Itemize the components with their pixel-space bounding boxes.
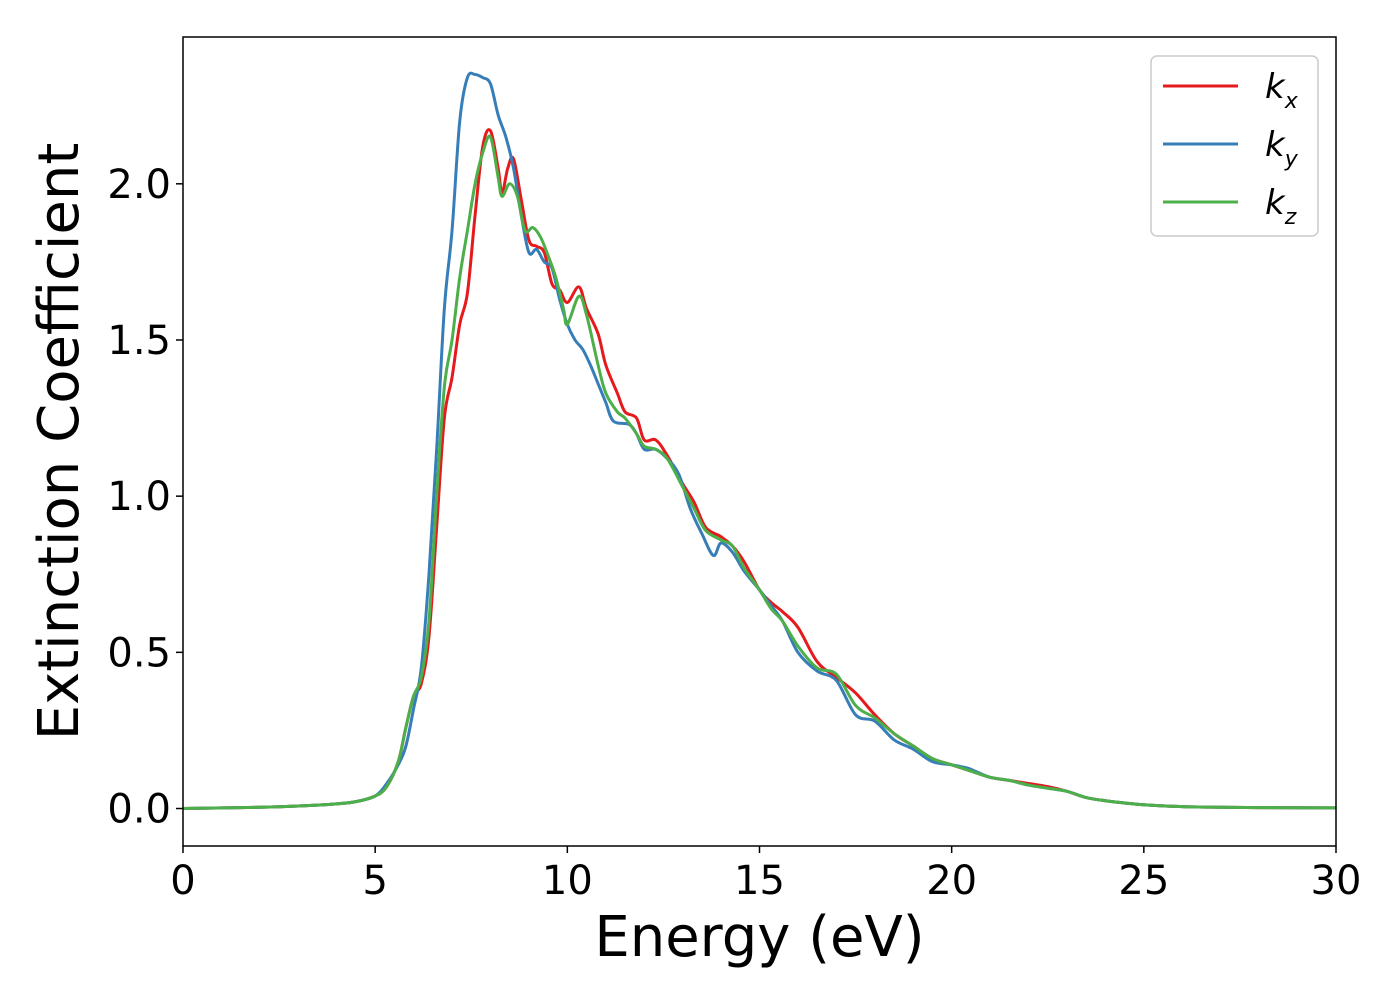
legend-label-subscript: z [1284,205,1297,230]
x-tick-label: 0 [170,858,195,904]
x-tick-label: 15 [734,858,785,904]
legend-box [1150,55,1319,237]
y-tick-label: 0.0 [107,787,171,833]
y-tick-label: 2.0 [107,162,171,208]
x-axis-ticks: 0 5 10 15 20 25 30 [170,846,1361,904]
legend-label-subscript: x [1284,89,1299,114]
series-line-k-z [183,134,1336,811]
x-axis-title: Energy (eV) [594,905,924,970]
legend-label-main: k [1265,125,1286,165]
legend-label-k-y: ky [1265,125,1299,172]
x-tick-label: 5 [362,858,387,904]
y-tick-label: 1.5 [107,318,171,364]
legend-label-k-x: kx [1265,67,1299,114]
plot-lines [183,71,1336,811]
y-tick-label: 0.5 [107,630,171,676]
x-tick-label: 20 [926,858,977,904]
y-axis-title: Extinction Coefficient [27,143,92,741]
y-axis-ticks: 0.0 0.5 1.0 1.5 2.0 [107,162,183,833]
legend-label-main: k [1265,67,1286,107]
x-tick-label: 10 [542,858,593,904]
x-tick-label: 30 [1311,858,1362,904]
y-tick-label: 1.0 [107,474,171,520]
x-tick-label: 25 [1118,858,1169,904]
legend-label-subscript: y [1284,147,1299,172]
legend-label-main: k [1265,183,1286,223]
legend-label-k-z: kz [1265,183,1297,230]
